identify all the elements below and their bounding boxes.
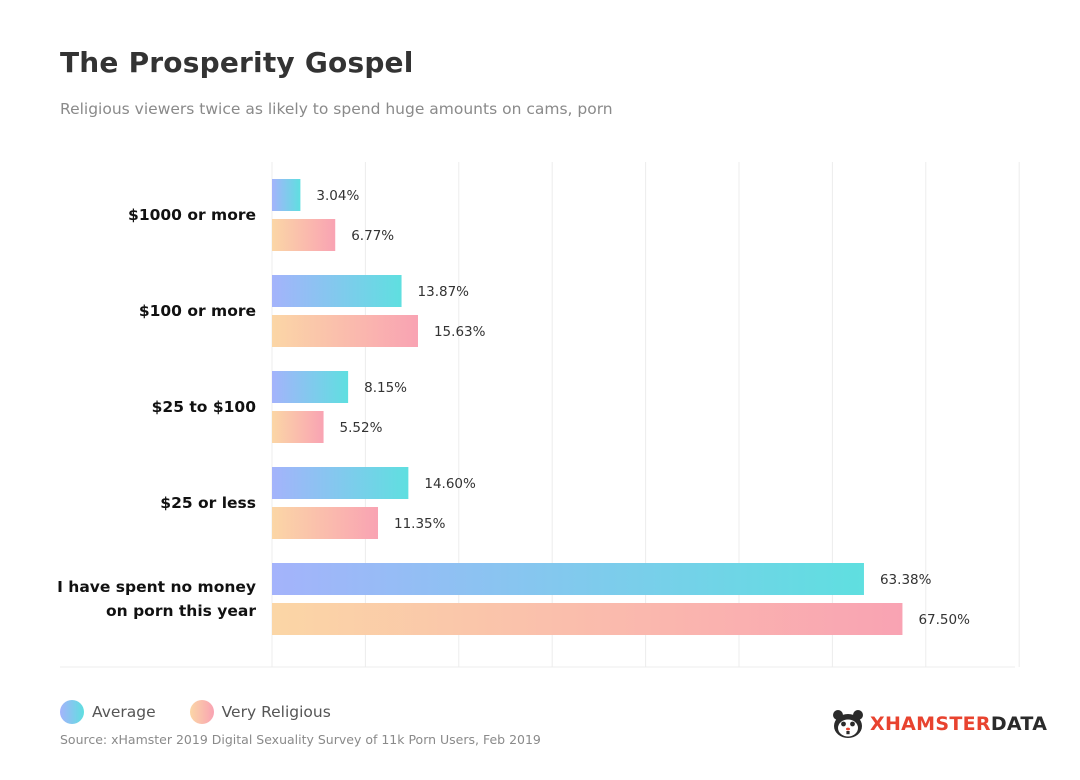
data-label: 3.04%	[316, 188, 359, 204]
bar-very-religious	[272, 507, 379, 539]
hamster-face-icon	[833, 710, 863, 738]
data-label: 15.63%	[434, 324, 486, 340]
chart-subtitle: Religious viewers twice as likely to spe…	[60, 100, 613, 118]
data-label: 67.50%	[918, 612, 970, 628]
data-label: 8.15%	[364, 380, 407, 396]
legend-item-average: Average	[60, 700, 156, 724]
legend-label-very-religious: Very Religious	[221, 703, 331, 721]
brand-suffix: DATA	[990, 713, 1048, 735]
category-label: I have spent no money	[57, 578, 256, 596]
bar-average	[272, 563, 864, 595]
bar-average	[272, 275, 402, 307]
bar-very-religious	[272, 603, 903, 635]
legend-label-average: Average	[92, 703, 156, 721]
legend: Average Very Religious	[60, 700, 365, 724]
category-label: on porn this year	[106, 602, 256, 620]
source-note: Source: xHamster 2019 Digital Sexuality …	[60, 732, 541, 747]
data-label: 14.60%	[424, 476, 476, 492]
bar-average	[272, 179, 301, 211]
category-label: $100 or more	[139, 302, 256, 320]
legend-swatch-average	[60, 700, 84, 724]
brand-name: XHAMSTER	[870, 713, 991, 735]
data-label: 5.52%	[340, 420, 383, 436]
bar-very-religious	[272, 219, 336, 251]
data-label: 13.87%	[418, 284, 470, 300]
bar-chart: 3.04% 6.77% $1000 or more 13.87% 15.63% $100 …	[57, 162, 1020, 668]
data-label: 63.38%	[880, 572, 932, 588]
labels: 3.04% 6.77% $1000 or more 13.87% 15.63% $100 …	[57, 188, 970, 628]
bars	[272, 179, 903, 635]
chart-title: The Prosperity Gospel	[60, 46, 414, 79]
legend-swatch-very-religious	[189, 700, 214, 724]
bar-very-religious	[272, 315, 418, 347]
brand-logo: XHAMSTERDATA	[832, 709, 1047, 739]
data-label: 6.77%	[351, 228, 394, 244]
legend-item-very-religious: Very Religious	[189, 700, 331, 724]
category-label: $25 or less	[160, 494, 256, 512]
category-label: $1000 or more	[128, 206, 256, 224]
data-label: 11.35%	[394, 516, 446, 532]
bar-average	[272, 371, 349, 403]
category-label: $25 to $100	[152, 398, 257, 416]
bar-very-religious	[272, 411, 324, 443]
bar-average	[272, 467, 409, 499]
